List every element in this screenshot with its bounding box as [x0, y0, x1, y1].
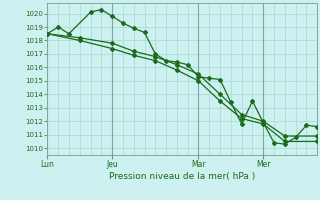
- X-axis label: Pression niveau de la mer( hPa ): Pression niveau de la mer( hPa ): [109, 172, 255, 181]
